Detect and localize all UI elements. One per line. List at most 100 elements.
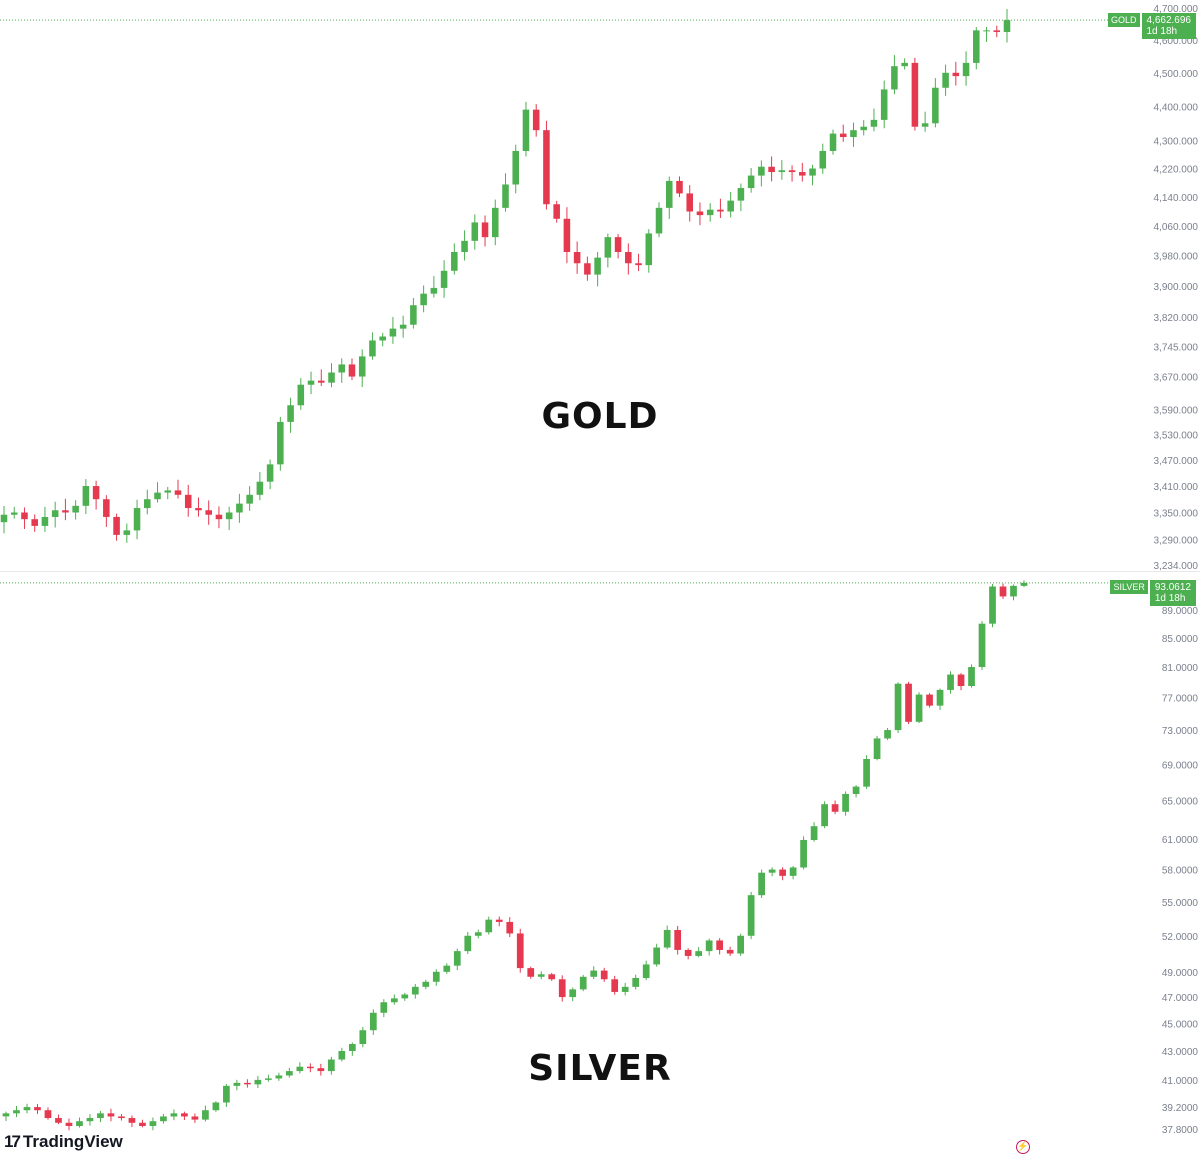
gold-candle-body bbox=[0, 514, 8, 523]
silver-candle-body bbox=[296, 1066, 304, 1072]
silver-candle-body bbox=[842, 793, 849, 812]
gold-candle-body bbox=[369, 340, 376, 357]
gold-candle-body bbox=[625, 252, 632, 264]
tradingview-brand: TradingView bbox=[22, 1132, 123, 1151]
silver-candle-body bbox=[286, 1071, 293, 1076]
gold-candle-body bbox=[379, 336, 386, 341]
gold-y-tick-label: 3,590.000 bbox=[1154, 405, 1199, 416]
silver-candle-body bbox=[1010, 585, 1017, 597]
gold-candle-body bbox=[62, 510, 69, 513]
gold-candle-body bbox=[481, 222, 489, 238]
silver-candle-body bbox=[359, 1030, 367, 1045]
silver-candle-body bbox=[548, 974, 556, 980]
silver-y-tick-label: 49.0000 bbox=[1162, 968, 1199, 979]
gold-candle-body bbox=[696, 211, 704, 216]
gold-candle-body bbox=[154, 492, 161, 500]
gold-candle-body bbox=[451, 252, 458, 271]
silver-candle-body bbox=[443, 965, 451, 972]
silver-y-tick-label: 47.0000 bbox=[1162, 993, 1199, 1004]
silver-candle-body bbox=[97, 1113, 104, 1119]
silver-chart-title: SILVER bbox=[528, 1048, 672, 1089]
tradingview-logo[interactable]: 17 TradingView bbox=[4, 1132, 123, 1152]
silver-candle-body bbox=[181, 1113, 188, 1117]
gold-candle-body bbox=[410, 305, 417, 325]
gold-candle-body bbox=[92, 486, 100, 500]
gold-candle-body bbox=[144, 499, 151, 509]
gold-candle-body bbox=[195, 508, 202, 511]
gold-y-tick-label: 3,290.000 bbox=[1154, 535, 1199, 546]
panel-divider bbox=[0, 571, 1200, 572]
silver-candle-body bbox=[44, 1110, 52, 1119]
silver-candle-body bbox=[506, 921, 514, 934]
silver-candle-body bbox=[317, 1068, 325, 1072]
gold-candle-body bbox=[532, 109, 540, 131]
gold-candle-body bbox=[103, 499, 110, 517]
gold-candle-body bbox=[328, 372, 335, 383]
silver-candle-body bbox=[338, 1051, 346, 1060]
silver-candle-body bbox=[621, 986, 629, 992]
gold-candle-body bbox=[82, 486, 90, 506]
silver-candle-body bbox=[34, 1107, 41, 1111]
gold-candle-body bbox=[184, 494, 192, 509]
gold-countdown: 1d 18h bbox=[1146, 26, 1178, 37]
gold-candle-body bbox=[983, 30, 990, 32]
silver-chart-svg[interactable]: 89.0000 85.0000 81.0000 77.0000 73.0000 69.00… bbox=[0, 572, 1200, 1155]
silver-y-tick-label: 85.0000 bbox=[1162, 634, 1199, 645]
gold-candle-body bbox=[164, 490, 172, 493]
silver-y-tick-label: 55.0000 bbox=[1162, 898, 1199, 909]
gold-candle-body bbox=[389, 328, 397, 337]
silver-candle-body bbox=[894, 683, 902, 731]
silver-candle-body bbox=[390, 998, 398, 1003]
gold-chart-svg[interactable]: 4,700.000 4,600.000 4,500.000 4,400.000 4,30… bbox=[0, 0, 1200, 572]
gold-chart-panel[interactable]: 4,700.000 4,600.000 4,500.000 4,400.000 4,30… bbox=[0, 0, 1200, 572]
gold-candle-body bbox=[41, 516, 49, 526]
silver-y-tick-label: 43.0000 bbox=[1162, 1047, 1199, 1058]
silver-candle-body bbox=[107, 1113, 115, 1117]
silver-candle-body bbox=[65, 1122, 73, 1126]
silver-candle-body bbox=[653, 947, 661, 965]
silver-candle-body bbox=[726, 949, 734, 954]
silver-candle-body bbox=[600, 970, 608, 980]
gold-candle-body bbox=[256, 481, 264, 495]
gold-candle-body bbox=[553, 204, 560, 219]
lightning-icon[interactable]: ⚡ bbox=[1016, 1140, 1030, 1154]
gold-candle-body bbox=[778, 170, 786, 173]
silver-y-tick-label: 77.0000 bbox=[1162, 694, 1199, 705]
gold-candle-body bbox=[174, 490, 182, 495]
gold-candle-body bbox=[676, 180, 683, 194]
gold-candle-body bbox=[809, 168, 816, 176]
gold-y-tick-label: 4,140.000 bbox=[1154, 193, 1199, 204]
silver-candle-body bbox=[968, 667, 975, 687]
gold-candle-body bbox=[338, 364, 346, 373]
gold-candle-body bbox=[993, 30, 1001, 32]
gold-candle-body bbox=[962, 62, 970, 77]
gold-candle-body bbox=[471, 222, 479, 241]
gold-candle-body bbox=[266, 464, 274, 482]
silver-candle-body bbox=[265, 1078, 272, 1080]
silver-candle-body bbox=[873, 738, 881, 760]
silver-y-tick-label: 58.0000 bbox=[1162, 866, 1199, 877]
silver-y-tick-label: 69.0000 bbox=[1162, 760, 1199, 771]
silver-symbol-badge: SILVER bbox=[1110, 580, 1148, 594]
silver-chart-panel[interactable]: 89.0000 85.0000 81.0000 77.0000 73.0000 69.00… bbox=[0, 572, 1200, 1155]
silver-candle-body bbox=[128, 1118, 136, 1123]
silver-candle-body bbox=[537, 974, 545, 977]
gold-candle-body bbox=[880, 89, 888, 120]
gold-candle-body bbox=[635, 263, 642, 266]
silver-candle-body bbox=[2, 1113, 10, 1117]
gold-y-tick-label: 3,900.000 bbox=[1154, 282, 1199, 293]
silver-candle-body bbox=[411, 986, 419, 995]
silver-candle-body bbox=[527, 968, 535, 977]
silver-last-price: 93.0612 bbox=[1154, 582, 1191, 593]
silver-candle-body bbox=[663, 929, 671, 948]
gold-y-tick-label: 4,700.000 bbox=[1154, 4, 1199, 15]
gold-candle-body bbox=[287, 405, 294, 422]
silver-candle-body bbox=[348, 1044, 356, 1052]
gold-candle-body bbox=[594, 257, 601, 275]
silver-candle-body bbox=[202, 1110, 209, 1120]
silver-candle-body bbox=[516, 933, 524, 969]
silver-candle-body bbox=[978, 623, 986, 668]
gold-y-tick-label: 4,300.000 bbox=[1154, 137, 1199, 148]
silver-candle-body bbox=[579, 976, 587, 990]
silver-candle-body bbox=[306, 1066, 314, 1069]
